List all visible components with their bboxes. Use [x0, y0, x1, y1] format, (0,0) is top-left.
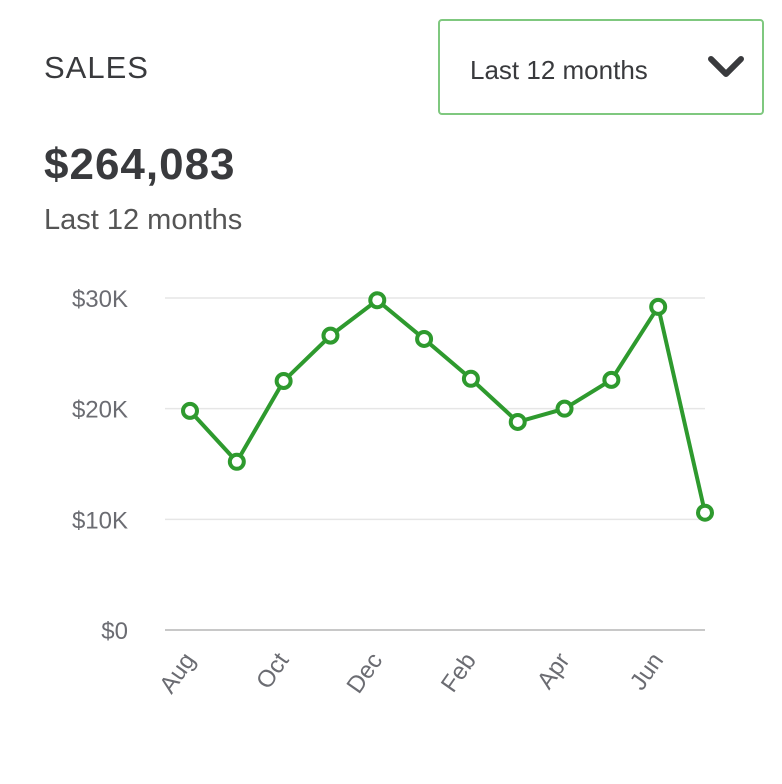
data-point[interactable] [649, 297, 668, 316]
y-tick-label: $20K [72, 397, 128, 424]
period-dropdown[interactable]: Last 12 months [438, 19, 764, 115]
series-line-path [188, 298, 707, 515]
data-point[interactable] [181, 401, 199, 420]
series-line [188, 298, 707, 515]
series-points [181, 291, 714, 522]
data-point[interactable] [227, 452, 246, 471]
data-point[interactable] [321, 326, 340, 345]
x-tick-label: Aug [154, 648, 201, 698]
data-point[interactable] [274, 372, 293, 390]
data-point[interactable] [602, 370, 621, 389]
x-tick-label: Oct [251, 648, 295, 694]
chevron-down-icon [708, 56, 744, 77]
total-sales-period: Last 12 months [44, 204, 243, 236]
x-tick-label: Feb [436, 648, 482, 697]
period-dropdown-label: Last 12 months [470, 55, 648, 85]
data-point[interactable] [415, 329, 434, 348]
y-tick-label: $0 [101, 618, 128, 645]
y-axis-ticks: $0 $10K $20K $30K [72, 286, 128, 645]
data-point[interactable] [461, 369, 480, 388]
x-tick-label: Dec [342, 648, 389, 698]
y-tick-label: $30K [72, 286, 128, 313]
y-tick-label: $10K [72, 507, 128, 534]
widget-title: SALES [44, 50, 149, 85]
data-point[interactable] [508, 412, 527, 431]
x-tick-label: Apr [532, 648, 576, 694]
total-sales-amount: $264,083 [44, 140, 236, 189]
data-point[interactable] [696, 503, 714, 522]
x-tick-label: Jun [625, 648, 669, 695]
x-axis-ticks: Aug Oct Dec Feb Apr Jun [154, 648, 669, 699]
chart-gridlines [165, 297, 705, 631]
data-point[interactable] [555, 399, 574, 418]
data-point[interactable] [368, 291, 387, 310]
